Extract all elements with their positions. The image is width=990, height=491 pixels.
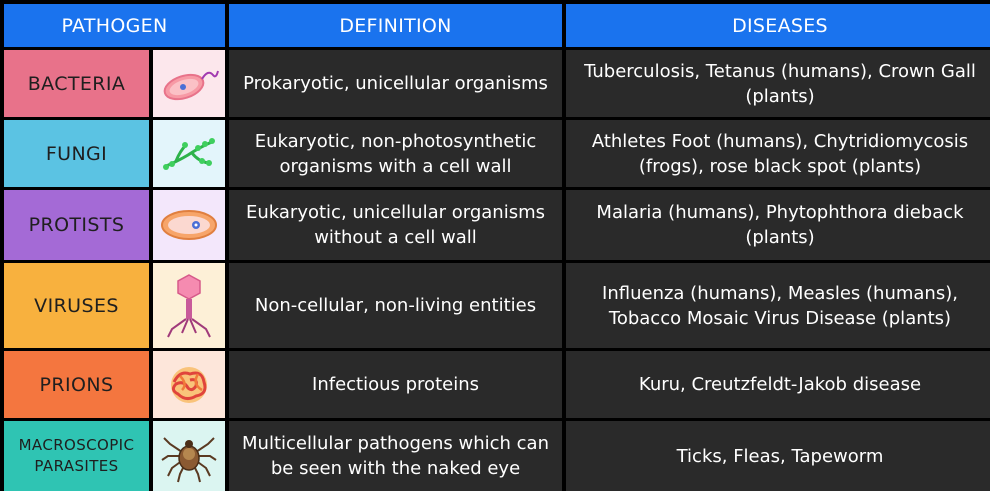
pathogen-name-macroscopic-parasites: MACROSCOPIC PARASITES <box>4 421 149 491</box>
virus-icon <box>153 263 225 348</box>
definition-fungi: Eukaryotic, non-photosynthetic organisms… <box>229 120 562 187</box>
diseases-bacteria: Tuberculosis, Tetanus (humans), Crown Ga… <box>566 50 990 117</box>
definition-bacteria: Prokaryotic, unicellular organisms <box>229 50 562 117</box>
diseases-prions: Kuru, Creutzfeldt-Jakob disease <box>566 351 990 418</box>
header-definition: DEFINITION <box>229 4 562 47</box>
header-pathogen: PATHOGEN <box>4 4 225 47</box>
protist-icon <box>153 190 225 260</box>
pathogen-name-bacteria: BACTERIA <box>4 50 149 117</box>
definition-prions: Infectious proteins <box>229 351 562 418</box>
definition-protists: Eukaryotic, unicellular organisms withou… <box>229 190 562 260</box>
diseases-fungi: Athletes Foot (humans), Chytridiomycosis… <box>566 120 990 187</box>
fungi-icon <box>153 120 225 187</box>
prion-icon <box>153 351 225 418</box>
pathogen-name-viruses: VIRUSES <box>4 263 149 348</box>
bacteria-icon <box>153 50 225 117</box>
diseases-viruses: Influenza (humans), Measles (humans), To… <box>566 263 990 348</box>
pathogen-table: PATHOGEN DEFINITION DISEASES BACTERIA Pr… <box>4 4 990 491</box>
diseases-macroscopic-parasites: Ticks, Fleas, Tapeworm <box>566 421 990 491</box>
pathogen-name-protists: PROTISTS <box>4 190 149 260</box>
pathogen-name-prions: PRIONS <box>4 351 149 418</box>
definition-macroscopic-parasites: Multicellular pathogens which can be see… <box>229 421 562 491</box>
pathogen-name-fungi: FUNGI <box>4 120 149 187</box>
header-diseases: DISEASES <box>566 4 990 47</box>
tick-icon <box>153 421 225 491</box>
diseases-protists: Malaria (humans), Phytophthora dieback (… <box>566 190 990 260</box>
definition-viruses: Non-cellular, non-living entities <box>229 263 562 348</box>
